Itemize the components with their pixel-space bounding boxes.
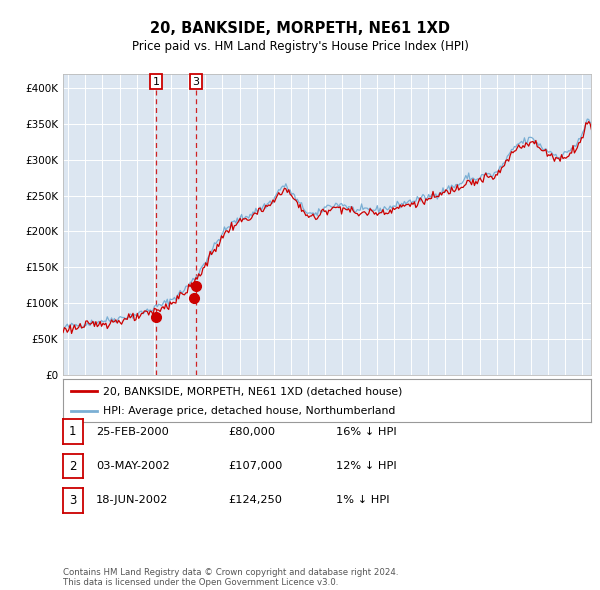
- Text: 18-JUN-2002: 18-JUN-2002: [96, 496, 169, 505]
- Text: HPI: Average price, detached house, Northumberland: HPI: Average price, detached house, Nort…: [103, 407, 395, 416]
- Text: 25-FEB-2000: 25-FEB-2000: [96, 427, 169, 437]
- Text: 2: 2: [69, 460, 77, 473]
- Text: £124,250: £124,250: [228, 496, 282, 505]
- Text: £107,000: £107,000: [228, 461, 283, 471]
- Text: 03-MAY-2002: 03-MAY-2002: [96, 461, 170, 471]
- Text: 16% ↓ HPI: 16% ↓ HPI: [336, 427, 397, 437]
- Text: 12% ↓ HPI: 12% ↓ HPI: [336, 461, 397, 471]
- Text: 20, BANKSIDE, MORPETH, NE61 1XD: 20, BANKSIDE, MORPETH, NE61 1XD: [150, 21, 450, 35]
- Text: 3: 3: [69, 494, 77, 507]
- Text: 20, BANKSIDE, MORPETH, NE61 1XD (detached house): 20, BANKSIDE, MORPETH, NE61 1XD (detache…: [103, 386, 402, 396]
- Text: 3: 3: [193, 77, 200, 87]
- Text: Contains HM Land Registry data © Crown copyright and database right 2024.
This d: Contains HM Land Registry data © Crown c…: [63, 568, 398, 587]
- Text: Price paid vs. HM Land Registry's House Price Index (HPI): Price paid vs. HM Land Registry's House …: [131, 40, 469, 53]
- Text: 1: 1: [152, 77, 160, 87]
- Text: 1: 1: [69, 425, 77, 438]
- Text: £80,000: £80,000: [228, 427, 275, 437]
- Text: 1% ↓ HPI: 1% ↓ HPI: [336, 496, 389, 505]
